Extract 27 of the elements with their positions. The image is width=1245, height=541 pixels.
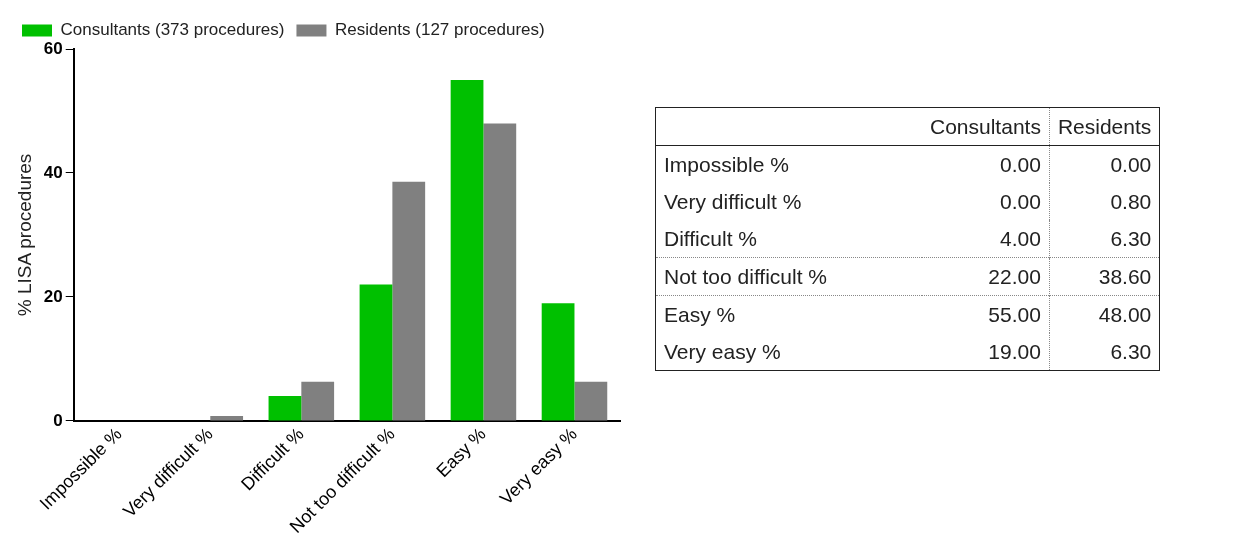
y-tick-label: 20 (43, 286, 63, 306)
legend-label: Residents (127 procedures) (334, 20, 545, 40)
data-label: 48.00 (1097, 301, 1153, 328)
data-label: 0.00 (922, 183, 1050, 220)
category-label: Easy % (663, 301, 737, 328)
category-label: Very difficult % (663, 188, 803, 215)
category-label: Difficult % (663, 225, 758, 252)
data-label: 22.00 (922, 257, 1050, 296)
y-tick-label: 60 (43, 38, 63, 58)
data-label: 0.80 (1109, 188, 1153, 215)
data-label: 38.60 (1097, 263, 1153, 290)
data-label: 6.30 (1109, 338, 1153, 365)
data-label: 0.00 (1109, 151, 1153, 178)
y-axis-title: % LISA procedures (13, 153, 35, 317)
data-label: 0.00 (922, 145, 1050, 183)
data-label: 19.00 (922, 333, 1050, 371)
category-label: Very easy % (663, 338, 782, 365)
text: Residents (1049, 107, 1160, 146)
y-tick-label: 40 (43, 162, 63, 182)
data-label: 6.30 (1109, 225, 1153, 252)
data-label: 4.00 (922, 220, 1050, 258)
category-label: Impossible % (663, 151, 790, 178)
legend-label: Consultants (373 procedures) (60, 20, 285, 40)
category-label: Not too difficult % (663, 263, 829, 290)
text: Consultants (922, 107, 1050, 146)
data-label: 55.00 (922, 295, 1050, 333)
y-tick-label: 0 (53, 410, 63, 430)
